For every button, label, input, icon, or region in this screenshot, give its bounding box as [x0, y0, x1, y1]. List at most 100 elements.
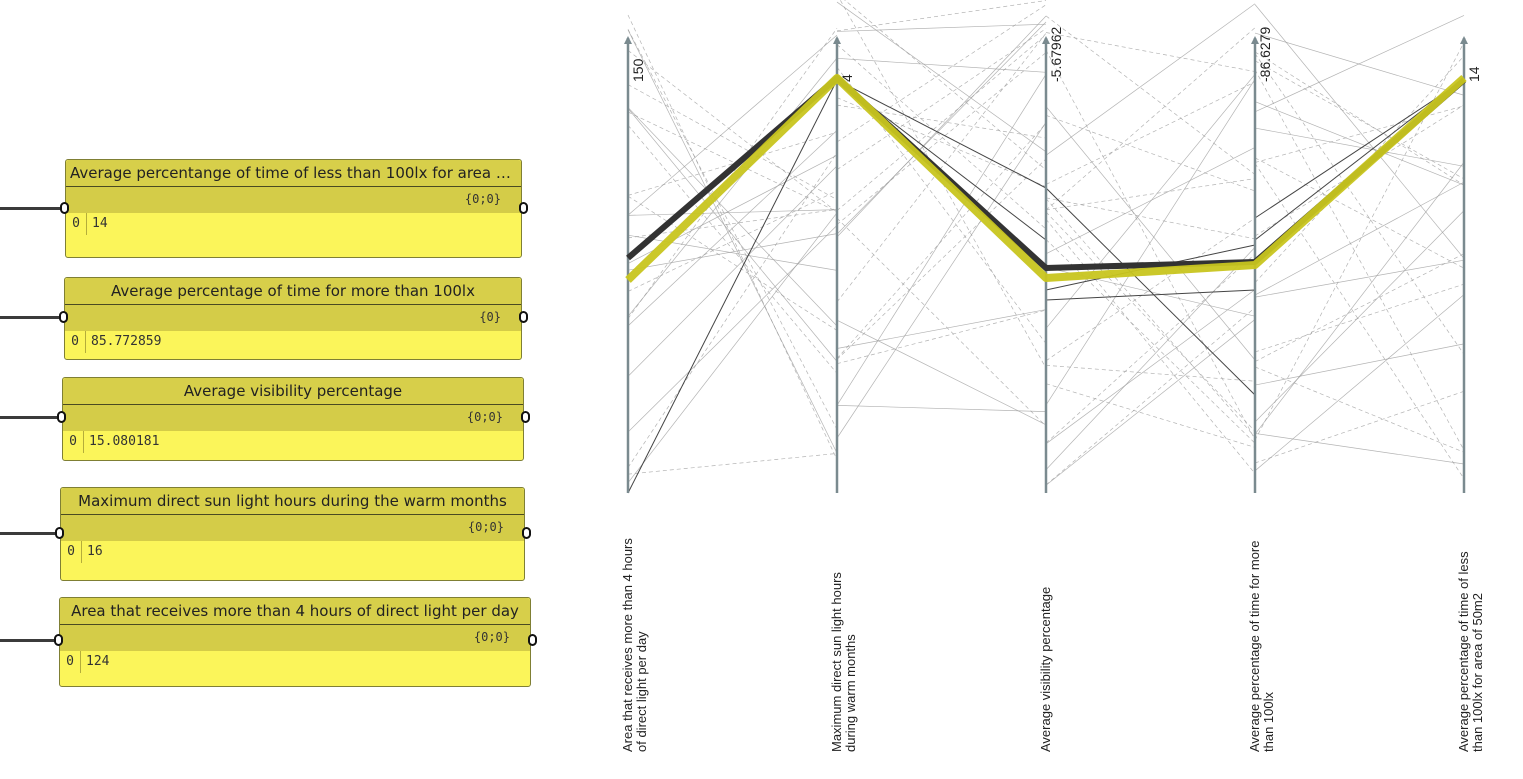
output-port[interactable]: [519, 311, 528, 323]
axis-label: Average visibility percentage: [1038, 587, 1053, 752]
axis-label: than 100lx: [1261, 692, 1276, 752]
panel-item-value[interactable]: 124: [86, 654, 110, 669]
background-line: [627, 108, 838, 362]
background-line: [1254, 210, 1465, 423]
background-line: [1045, 49, 1256, 440]
panel-item-value[interactable]: 14: [92, 216, 108, 231]
background-line: [836, 405, 1047, 412]
background-line: [627, 14, 838, 460]
background-line: [1254, 181, 1465, 296]
background-line: [1254, 51, 1465, 186]
background-line: [627, 34, 838, 216]
selected-line: [625, 74, 1467, 283]
background-line: [627, 111, 838, 212]
background-line: [627, 453, 838, 475]
background-line: [1254, 105, 1465, 163]
panel-body: 0 15.080181: [63, 431, 523, 475]
background-line: [627, 130, 838, 327]
background-line: [836, 28, 1047, 170]
output-port[interactable]: [522, 527, 531, 539]
background-line: [1254, 390, 1465, 464]
background-line: [627, 233, 838, 271]
connection-wire: [0, 416, 59, 419]
data-panel[interactable]: Maximum direct sun light hours during th…: [55, 487, 531, 581]
background-line: [1045, 319, 1256, 486]
panel-branch-path: {0;0}: [66, 187, 521, 213]
panel-body: 0 14: [66, 213, 521, 257]
axis-max-tick-label: 150: [630, 58, 646, 82]
background-line: [836, 217, 1047, 427]
background-line: [627, 29, 838, 430]
background-line: [1045, 147, 1256, 255]
background-line: [836, 21, 1047, 235]
input-port[interactable]: [57, 411, 66, 423]
axis-label: Average percentage of time of less: [1456, 551, 1471, 752]
panel-body: 0 16: [61, 541, 524, 585]
background-line: [1045, 364, 1256, 382]
panel-title: Average visibility percentage: [63, 378, 523, 405]
axis-arrow: [624, 36, 632, 44]
input-port[interactable]: [54, 634, 63, 646]
background-line: [1045, 383, 1256, 448]
output-port[interactable]: [521, 411, 530, 423]
data-panel[interactable]: Average percentange of time of less than…: [60, 159, 528, 258]
panel-branch-path: {0}: [65, 305, 521, 331]
panel-item-value[interactable]: 15.080181: [89, 434, 160, 449]
panel-item-value[interactable]: 16: [87, 544, 103, 559]
data-panel[interactable]: Area that receives more than 4 hours of …: [54, 597, 537, 687]
connection-wire: [0, 207, 62, 210]
panel-title: Average percentange of time of less than…: [66, 160, 521, 187]
panel-body: 0 85.772859: [65, 331, 521, 375]
background-line: [1045, 218, 1256, 474]
background-line: [1254, 253, 1465, 362]
input-port[interactable]: [60, 202, 69, 214]
panel-item-index: 0: [63, 431, 84, 453]
axis-arrow: [833, 36, 841, 44]
background-line: [836, 158, 1047, 360]
background-line: [627, 50, 838, 213]
output-port[interactable]: [528, 634, 537, 646]
data-panel[interactable]: Average percentage of time for more than…: [59, 277, 528, 360]
background-line: [1045, 106, 1256, 361]
input-port[interactable]: [59, 311, 68, 323]
background-line: [1254, 157, 1465, 269]
background-line: [1254, 101, 1465, 186]
background-line: [627, 84, 838, 200]
axis-label: during warm months: [843, 634, 858, 752]
axis-label: Maximum direct sun light hours: [829, 572, 844, 752]
axis-label: than 100lx for area of 50m2: [1470, 593, 1485, 752]
output-port[interactable]: [519, 202, 528, 214]
input-port[interactable]: [55, 527, 64, 539]
background-line: [1254, 433, 1465, 465]
highlight-line: [836, 79, 1047, 189]
background-line: [836, 34, 1047, 211]
background-line: [839, 0, 1047, 369]
background-line: [627, 209, 838, 239]
panel-branch-path: {0;0}: [60, 625, 530, 651]
axis-arrow: [1042, 36, 1050, 44]
background-line: [1254, 294, 1465, 472]
panel-item-value[interactable]: 85.772859: [91, 334, 162, 349]
panel-item-index: 0: [66, 213, 87, 235]
background-line: [1045, 114, 1256, 192]
background-line: [836, 319, 1047, 426]
connection-wire: [0, 316, 61, 319]
panel-body: 0 124: [60, 651, 530, 695]
background-line: [836, 0, 1047, 32]
background-line: [1045, 15, 1256, 175]
background-line: [627, 225, 838, 433]
background-line: [627, 190, 838, 292]
axis-max-tick-label: 14: [1466, 66, 1482, 82]
background-line: [1045, 178, 1256, 211]
background-line: [1254, 163, 1465, 479]
background-line: [836, 309, 1047, 365]
background-line: [836, 1, 1047, 153]
background-line: [836, 123, 1047, 359]
background-line: [1045, 197, 1256, 240]
axis-label: Average percentage of time for more: [1247, 541, 1262, 753]
background-line: [1045, 3, 1256, 156]
background-line: [836, 23, 1047, 32]
background-line: [1254, 4, 1465, 259]
data-panel[interactable]: Average visibility percentage {0;0} 0 15.08…: [57, 377, 530, 461]
background-line: [1254, 104, 1465, 237]
